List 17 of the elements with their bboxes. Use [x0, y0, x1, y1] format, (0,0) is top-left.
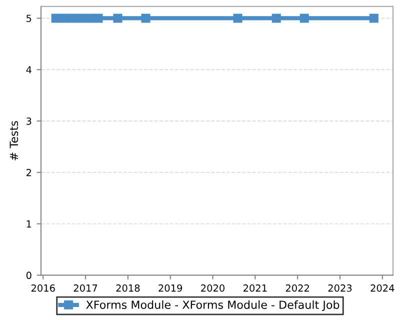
y-tick-label: 4	[26, 66, 32, 74]
x-tick-label: 2016	[31, 284, 55, 292]
y-tick-label: 2	[26, 168, 31, 176]
x-tick-label: 2020	[201, 284, 224, 292]
y-tick-label: 0	[26, 272, 32, 280]
x-tick-label: 2024	[370, 284, 394, 292]
y-tick-label: 5	[26, 14, 32, 22]
y-tick-label: 1	[26, 220, 32, 228]
x-tick-label: 2019	[158, 284, 182, 292]
legend-label: XForms Module - XForms Module - Default Job	[86, 300, 340, 312]
x-tick-label: 2023	[328, 284, 352, 292]
x-tick-label: 2017	[74, 284, 98, 292]
y-axis-title: # Tests	[10, 121, 18, 160]
x-tick-label: 2022	[286, 284, 309, 292]
x-tick-label: 2018	[116, 284, 140, 292]
x-tick-label: 2021	[244, 284, 267, 292]
y-tick-label: 3	[26, 117, 32, 125]
